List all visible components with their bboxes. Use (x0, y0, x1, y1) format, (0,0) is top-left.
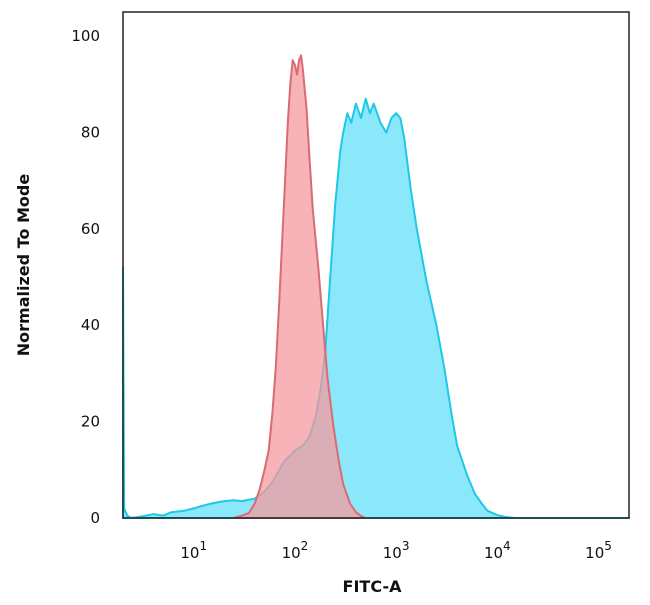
y-axis-title: Normalized To Mode (14, 174, 33, 357)
y-tick-label: 40 (81, 316, 100, 334)
x-axis-ticks: 101 102 103 104 105 (180, 539, 612, 562)
x-tick-label: 105 (585, 539, 612, 562)
x-axis-title: FITC-A (343, 577, 403, 596)
histogram-series-1 (122, 97, 630, 519)
y-tick-label: 20 (81, 413, 100, 431)
y-tick-label: 100 (71, 27, 100, 45)
x-tick-label: 104 (484, 539, 511, 562)
plot-frame (122, 11, 630, 519)
histogram-areas (122, 54, 630, 519)
y-axis-ticks: 0 20 40 60 80 100 (71, 27, 100, 527)
y-tick-label: 0 (90, 509, 100, 527)
x-tick-label: 102 (282, 539, 309, 562)
histogram-series-2 (233, 54, 367, 519)
x-tick-label: 101 (180, 539, 207, 562)
x-tick-label: 103 (383, 539, 410, 562)
y-tick-label: 80 (81, 123, 100, 141)
y-tick-label: 60 (81, 220, 100, 238)
